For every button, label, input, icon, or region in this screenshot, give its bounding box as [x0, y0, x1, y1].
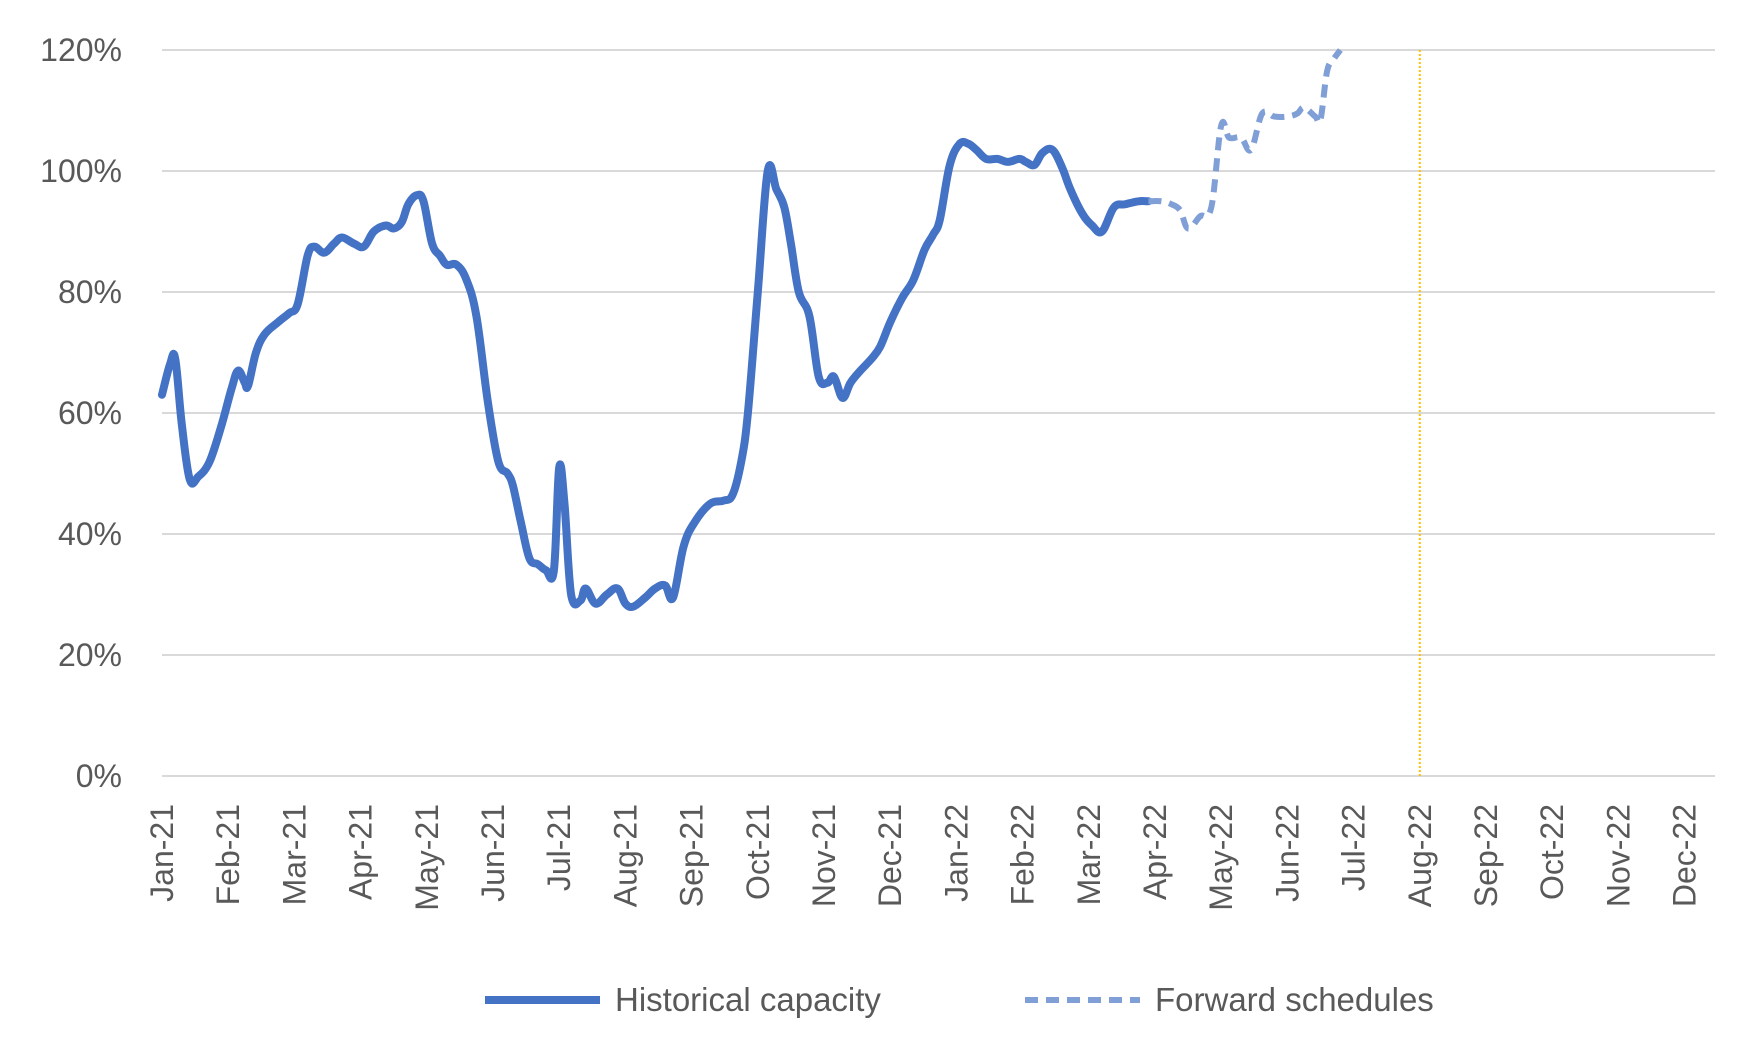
x-tick-label: Jan-22 — [938, 804, 974, 902]
x-tick-label: Sep-21 — [674, 804, 710, 907]
y-axis-ticks: 0% 20% 40% 60% 80% 100% 120% — [40, 32, 122, 794]
x-tick-label: Aug-21 — [607, 804, 643, 907]
y-tick-label: 120% — [40, 32, 122, 68]
x-tick-label: Apr-21 — [343, 804, 379, 900]
x-tick-label: Apr-22 — [1137, 804, 1173, 900]
y-tick-label: 40% — [58, 516, 122, 552]
x-tick-label: May-22 — [1203, 804, 1239, 911]
x-tick-label: Feb-22 — [1005, 804, 1041, 905]
x-axis-ticks: Jan-21 Feb-21 Mar-21 Apr-21 May-21 Jun-21 Jul-… — [144, 804, 1703, 911]
series-line-forward-schedules — [1148, 48, 1343, 232]
x-tick-label: Jan-21 — [144, 804, 180, 902]
series-layer — [158, 48, 1343, 612]
x-tick-label: Sep-22 — [1468, 804, 1504, 907]
x-tick-label: Feb-21 — [210, 804, 246, 905]
y-tick-label: 20% — [58, 637, 122, 673]
y-tick-label: 80% — [58, 274, 122, 310]
gridlines — [162, 49, 1715, 777]
y-tick-label: 60% — [58, 395, 122, 431]
x-tick-label: Nov-21 — [806, 804, 842, 907]
legend: Historical capacity Forward schedules — [485, 981, 1434, 1018]
y-tick-label: 0% — [76, 758, 122, 794]
x-tick-label: Jul-21 — [541, 804, 577, 891]
legend-label-forward-schedules: Forward schedules — [1155, 981, 1434, 1018]
x-tick-label: Dec-22 — [1667, 804, 1703, 907]
x-tick-label: Mar-21 — [276, 804, 312, 905]
x-tick-label: Jun-22 — [1269, 804, 1305, 902]
x-tick-label: Jul-22 — [1336, 804, 1372, 891]
x-tick-label: Oct-21 — [740, 804, 776, 900]
x-tick-label: Mar-22 — [1071, 804, 1107, 905]
x-tick-label: May-21 — [409, 804, 445, 911]
y-tick-label: 100% — [40, 153, 122, 189]
x-tick-label: Dec-21 — [872, 804, 908, 907]
x-tick-label: Nov-22 — [1600, 804, 1636, 907]
x-tick-label: Jun-21 — [475, 804, 511, 902]
legend-label-historical-capacity: Historical capacity — [615, 981, 881, 1018]
x-tick-label: Oct-22 — [1534, 804, 1570, 900]
series-line-historical-capacity — [158, 137, 1153, 612]
x-tick-label: Aug-22 — [1402, 804, 1438, 907]
